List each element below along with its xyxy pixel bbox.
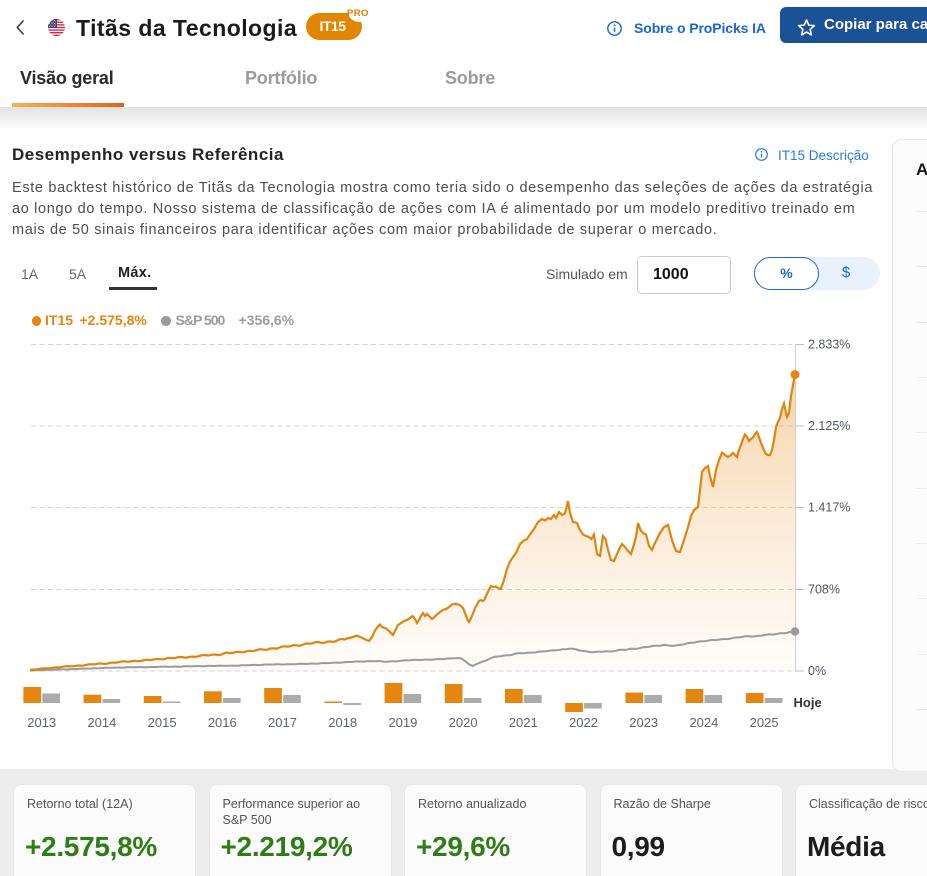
svg-text:1.417%: 1.417% (808, 501, 850, 515)
svg-text:2.833%: 2.833% (808, 338, 850, 352)
svg-text:708%: 708% (808, 583, 840, 597)
svg-text:2021: 2021 (509, 715, 538, 730)
svg-text:0%: 0% (808, 664, 826, 678)
svg-text:2016: 2016 (208, 715, 237, 730)
svg-text:2019: 2019 (388, 715, 417, 730)
svg-text:2018: 2018 (328, 715, 357, 730)
svg-text:2023: 2023 (629, 715, 658, 730)
svg-text:2017: 2017 (268, 715, 297, 730)
svg-text:Hoje: Hoje (794, 695, 822, 710)
svg-text:2014: 2014 (87, 715, 116, 730)
svg-text:2.125%: 2.125% (808, 419, 850, 433)
svg-text:2024: 2024 (689, 715, 718, 730)
svg-text:2015: 2015 (148, 715, 177, 730)
svg-text:2025: 2025 (750, 715, 779, 730)
svg-text:2022: 2022 (569, 715, 598, 730)
svg-text:2020: 2020 (449, 715, 478, 730)
svg-text:2013: 2013 (27, 715, 56, 730)
